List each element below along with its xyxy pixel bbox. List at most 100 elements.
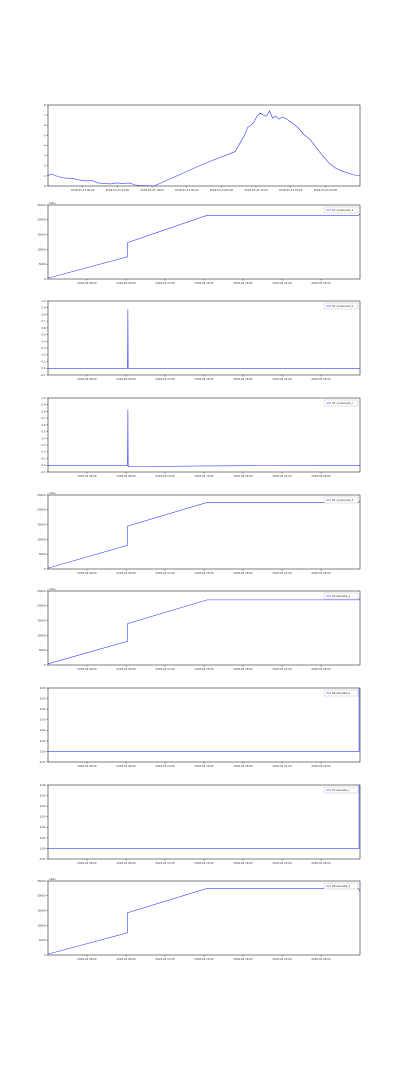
y-tick-label: 0 [44,277,46,281]
chart-svg-3: -0.1 0.0 0.1 0.2 0.3 0.4 0.5 0.6 0.7 0.8 0.9 1.0 201… [40,299,361,381]
x-tick-label: 2018-05 00:00 [311,957,330,961]
x-tick-label: 2018-04 15:00 [194,474,213,478]
x-tick-label: 2018-04 15:00 [194,377,213,381]
plot-frame [47,784,361,860]
x-tick-label: 2018-04 21:00 [272,667,291,671]
y-tick-label: 25000 [37,203,46,207]
x-tick-label: 2018-04 12:00 [155,474,174,478]
x-tick-label: 2018-04 12:00 [155,861,174,865]
y-tick-label: 5000 [39,262,46,266]
y-tick-label: 4 [44,143,46,147]
y-tick-label: 20000 [37,894,46,898]
x-tick-label: 2018-04 06:00 [77,474,96,478]
y-tick-label: 0.06 [40,686,46,690]
x-tick-label: 2018-04 06:00 [77,571,96,575]
y-tick-label: 15000 [37,233,46,237]
series-line [48,409,361,467]
x-tick-label: 2018-04 12:00 [155,571,174,575]
x-tick-label: 2018-03-25 00:00 [314,188,338,192]
chart-svg-5: 0 5000 10000 15000 20000 25000 2018-04 06:00 20… [37,491,361,575]
y-tick-label: 0.6 [41,326,45,330]
x-tick-label: 2018-04 09:00 [116,861,135,865]
x-tick-label: 2018-04 15:00 [194,764,213,768]
chart-panel-7: -0.01 0.00 0.01 0.02 0.03 0.04 0.05 0.06 2018-04… [0,683,400,776]
x-tick-label: 2018-04 18:00 [233,571,252,575]
series-line [48,687,360,752]
y-tick-label: 2 [44,164,46,168]
y-tick-label: -0.1 [40,373,45,377]
plot-frame [47,300,361,376]
y-tick-label: 0.02 [40,728,46,732]
x-tick-label: 2018-03-24 00:00 [175,188,199,192]
legend-box [323,592,359,600]
x-tick-label: 2018-04 06:00 [77,377,96,381]
y-tick-label: 0.3 [41,346,45,350]
chart-panel-5: 0 5000 10000 15000 20000 25000 2018-04 06:00 20… [0,490,400,583]
chart-panel-8: -0.01 0.00 0.01 0.02 0.03 0.04 0.05 0.06 2018-04… [0,780,400,873]
x-tick-label: 2018-04 18:00 [233,474,252,478]
y-tick-label: 20000 [37,508,46,512]
y-tick-label: 0.5 [41,333,45,337]
x-tick-label: 2018-05 00:00 [311,474,330,478]
chart-svg-4: -0.1 0.0 0.1 0.2 0.3 0.4 0.5 0.6 0.7 0.8 0.9 1.0 201… [40,396,361,478]
legend-box [323,689,359,697]
y-tick-label: -0.01 [39,857,46,861]
legend-label: X8 axiscalls_d [332,884,351,888]
axis-offset-label: 1e6+ [49,491,56,495]
axis-offset-label: 1e6+ [49,877,56,881]
y-tick-label: 0.8 [41,312,45,316]
y-tick-label: 0.9 [41,306,45,310]
y-tick-label: 15000 [37,909,46,913]
x-tick-label: 2018-04 06:00 [77,281,96,285]
y-tick-label: 0 [44,663,46,667]
x-tick-label: 2018-04 21:00 [272,281,291,285]
y-tick-label: 3 [44,154,46,158]
y-tick-label: 10000 [37,247,46,251]
y-tick-label: -0.01 [39,760,46,764]
x-tick-label: 2018-04 15:00 [194,667,213,671]
x-tick-label: 2018-04 09:00 [116,474,135,478]
x-tick-label: 2018-04 15:00 [194,281,213,285]
x-tick-label: 2018-04 06:00 [77,957,96,961]
legend-box [323,206,359,214]
y-tick-label: 8 [44,103,46,107]
legend-label: X2 cyclecount_b [332,304,354,308]
y-tick-label: 10000 [37,923,46,927]
plot-frame [47,204,361,280]
x-tick-label: 2018-04 15:00 [194,861,213,865]
x-tick-label: 2018-04 09:00 [116,957,135,961]
chart-panel-2: 0 5000 10000 15000 20000 25000 2018-04 06:00 20… [0,200,400,293]
chart-svg-2: 0 5000 10000 15000 20000 25000 2018-04 06:00 20… [37,201,361,285]
x-tick-label: 2018-04 18:00 [233,377,252,381]
y-tick-label: 0.06 [40,783,46,787]
x-tick-label: 2018-04 09:00 [116,377,135,381]
y-tick-label: 25000 [37,493,46,497]
y-tick-label: 1.0 [41,396,45,400]
y-tick-label: -0.1 [40,470,45,474]
legend-box [323,882,359,890]
legend-box [323,786,359,794]
x-tick-label: 2018-03-24 18:00 [279,188,303,192]
y-tick-label: 6 [44,123,46,127]
y-tick-label: 0.2 [41,450,45,454]
x-tick-label: 2018-05 00:00 [311,667,330,671]
x-tick-label: 2018-04 12:00 [155,957,174,961]
series-line [48,784,360,849]
y-tick-label: 0.04 [40,707,46,711]
legend-label: X5 axiscalls_a [332,594,351,598]
legend-label: X7 axiscalls_c [332,788,351,792]
chart-panel-3: -0.1 0.0 0.1 0.2 0.3 0.4 0.5 0.6 0.7 0.8 0.9 1.0 201… [0,296,400,389]
x-tick-label: 2018-04 12:00 [155,764,174,768]
legend-label: X3 cyclecount_c [332,401,354,405]
y-tick-label: 0.00 [40,749,46,753]
x-tick-label: 2018-04 12:00 [155,281,174,285]
plot-frame [47,494,361,570]
x-tick-label: 2018-03-24 06:00 [210,188,234,192]
x-tick-label: 2018-04 06:00 [77,667,96,671]
chart-svg-7: -0.01 0.00 0.01 0.02 0.03 0.04 0.05 0.06 2018-04… [39,686,361,768]
y-tick-label: 0 [44,184,46,188]
y-tick-label: 0 [44,953,46,957]
y-tick-label: 0.00 [40,846,46,850]
y-tick-label: 5000 [39,552,46,556]
x-tick-label: 2018-04 21:00 [272,861,291,865]
